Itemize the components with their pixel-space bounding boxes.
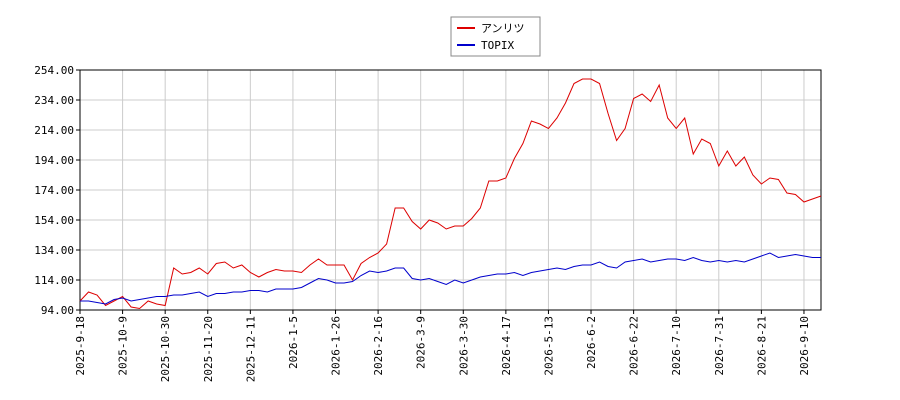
x-tick-label: 2026-9-10 xyxy=(798,316,811,376)
y-tick-label: 154.00 xyxy=(34,214,74,227)
x-tick-label: 2026-7-31 xyxy=(713,316,726,376)
y-tick-label: 254.00 xyxy=(34,64,74,77)
x-tick-label: 2026-6-2 xyxy=(585,316,598,369)
x-tick-label: 2025-9-18 xyxy=(74,316,87,376)
y-tick-label: 194.00 xyxy=(34,154,74,167)
y-tick-label: 214.00 xyxy=(34,124,74,137)
series-line xyxy=(79,78,822,310)
y-tick-label: 94.00 xyxy=(41,304,74,317)
legend-box xyxy=(450,16,541,57)
x-tick-label: 2026-4-17 xyxy=(500,316,513,376)
x-tick-label: 2025-10-9 xyxy=(117,316,130,376)
x-tick-label: 2026-7-10 xyxy=(670,316,683,376)
x-tick-label: 2026-3-30 xyxy=(457,316,470,376)
series-line xyxy=(80,252,821,305)
x-tick-label: 2026-1-5 xyxy=(287,316,300,369)
legend-label: アンリツ xyxy=(481,22,525,35)
x-tick-label: 2026-2-16 xyxy=(372,316,385,376)
x-tick-label: 2025-12-11 xyxy=(244,316,257,382)
y-tick-label: 234.00 xyxy=(34,94,74,107)
x-tick-label: 2025-11-20 xyxy=(202,316,215,382)
x-tick-label: 2025-10-30 xyxy=(159,316,172,382)
legend-label: TOPIX xyxy=(481,39,514,52)
x-tick-label: 2026-8-21 xyxy=(755,316,768,376)
y-tick-label: 134.00 xyxy=(34,244,74,257)
x-tick-label: 2026-1-26 xyxy=(330,316,343,376)
x-tick-label: 2026-5-13 xyxy=(542,316,555,376)
y-tick-label: 174.00 xyxy=(34,184,74,197)
x-tick-label: 2026-6-22 xyxy=(628,316,641,376)
y-tick-label: 114.00 xyxy=(34,274,74,287)
plot-frame xyxy=(79,69,822,311)
x-tick-label: 2026-3-9 xyxy=(415,316,428,369)
